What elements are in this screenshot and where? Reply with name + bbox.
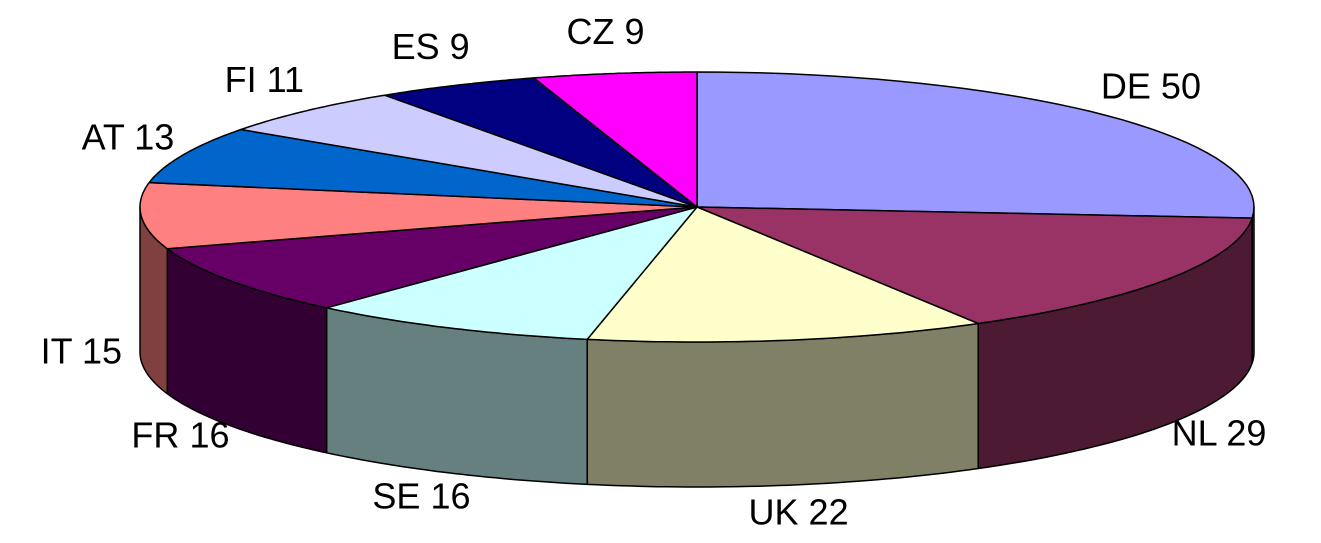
slice <box>696 71 1255 219</box>
slice-value: 16 <box>430 475 470 516</box>
slice <box>383 77 698 208</box>
slice <box>240 94 698 208</box>
slice-value: 22 <box>809 491 849 532</box>
slice-value: 16 <box>189 414 229 455</box>
slice-category: FI <box>225 59 257 100</box>
slice-label: IT 15 <box>41 330 122 371</box>
slice-value: 29 <box>1226 412 1266 453</box>
slice <box>325 206 698 341</box>
slice-label: AT 13 <box>82 116 175 157</box>
slice-category: NL <box>1172 412 1217 453</box>
slice-value: 15 <box>82 330 122 371</box>
slice-label: SE 16 <box>372 475 470 516</box>
slice-label: ES 9 <box>392 26 470 67</box>
slice-label: UK 22 <box>749 491 849 532</box>
slice-label: FR 16 <box>131 414 229 455</box>
slice-label: NL 29 <box>1172 412 1267 453</box>
slice-value: 11 <box>267 59 304 100</box>
slice <box>696 206 1253 325</box>
slice-value: 50 <box>1161 65 1201 106</box>
slice-label: CZ 9 <box>566 10 644 51</box>
slice <box>166 206 698 309</box>
slice-category: DE <box>1101 65 1151 106</box>
slice-category: CZ <box>566 10 614 51</box>
slice-category: AT <box>82 116 125 157</box>
slice-category: ES <box>392 26 440 67</box>
slice <box>532 71 698 208</box>
slice <box>586 206 979 343</box>
slice-side <box>586 322 979 488</box>
slice-category: UK <box>749 491 799 532</box>
slice-label: DE 50 <box>1101 65 1201 106</box>
slice <box>139 181 698 250</box>
slice-value: 9 <box>625 10 645 51</box>
slice-label: FI 11 <box>225 59 304 100</box>
slice-value: 13 <box>134 116 174 157</box>
slice-value: 9 <box>450 26 470 67</box>
slice-category: IT <box>41 330 73 371</box>
slice <box>148 128 698 208</box>
slice-category: FR <box>131 414 179 455</box>
slice-category: SE <box>372 475 420 516</box>
